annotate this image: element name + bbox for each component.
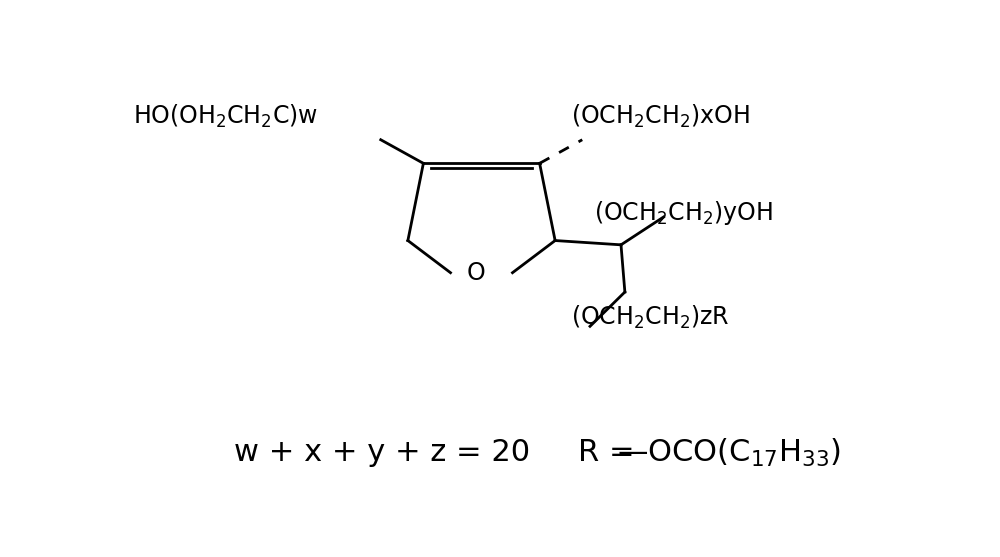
Text: HO(OH$_2$CH$_2$C)w: HO(OH$_2$CH$_2$C)w bbox=[133, 102, 318, 130]
Text: (OCH$_2$CH$_2$)yOH: (OCH$_2$CH$_2$)yOH bbox=[594, 199, 772, 227]
Text: R =: R = bbox=[578, 438, 635, 467]
Text: (OCH$_2$CH$_2$)zR: (OCH$_2$CH$_2$)zR bbox=[571, 304, 729, 331]
Text: O: O bbox=[467, 261, 485, 285]
Text: w + x + y + z = 20: w + x + y + z = 20 bbox=[234, 438, 530, 467]
Text: —OCO(C$_{17}$H$_{33}$): —OCO(C$_{17}$H$_{33}$) bbox=[617, 437, 841, 469]
Text: (OCH$_2$CH$_2$)xOH: (OCH$_2$CH$_2$)xOH bbox=[571, 102, 749, 130]
